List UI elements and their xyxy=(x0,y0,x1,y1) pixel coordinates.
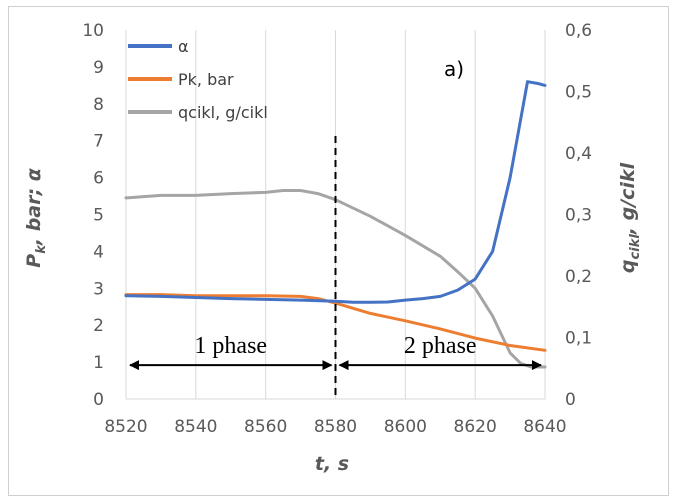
y-left-title-main: P xyxy=(23,254,45,268)
phase2-label: 2 phase xyxy=(404,333,477,359)
y-right-tick-label: 0,5 xyxy=(565,83,592,103)
y-right-tick-label: 0,6 xyxy=(565,21,592,41)
x-tick-label: 8520 xyxy=(104,417,147,437)
y-left-tick-label: 2 xyxy=(93,316,104,336)
x-tick-label: 8640 xyxy=(523,417,566,437)
y-left-tick-label: 8 xyxy=(93,95,104,115)
legend-label-qcikl: qcikl, g/cikl xyxy=(178,103,268,122)
y-right-title-sub: cikl xyxy=(628,234,643,260)
y-left-tick-label: 4 xyxy=(93,242,104,262)
x-tick-label: 8600 xyxy=(384,417,427,437)
y-left-tick-label: 10 xyxy=(82,21,104,41)
y-left-tick-label: 0 xyxy=(93,390,104,410)
y-left-tick-label: 5 xyxy=(93,206,104,226)
x-tick-label: 8540 xyxy=(174,417,217,437)
legend: α Pk, bar qcikl, g/cikl xyxy=(128,37,268,122)
x-tick-label: 8560 xyxy=(244,417,287,437)
annotations: 1 phase 2 phase xyxy=(129,136,542,399)
y-left-title-sub: k xyxy=(34,244,49,254)
y-left-tick-label: 6 xyxy=(93,169,104,189)
chart: 1 phase 2 phase 8520 8540 8560 8580 8600 8620 8… xyxy=(23,21,643,475)
y-left-tick-label: 1 xyxy=(93,353,104,373)
legend-label-alpha: α xyxy=(178,37,189,56)
y-right-title-main: q xyxy=(617,259,639,273)
x-tick-label: 8580 xyxy=(314,417,357,437)
y-left-title-rest: , bar; α xyxy=(23,167,45,246)
y-axis-left-title: Pk, bar; α xyxy=(23,167,49,267)
y-right-tick-label: 0,2 xyxy=(565,267,592,287)
y-axis-right-title: qcikl, g/cikl xyxy=(617,162,643,273)
ticks: 8520 8540 8560 8580 8600 8620 8640 0 1 2 3 4 5 6 7 8 9 10… xyxy=(82,21,592,437)
y-right-tick-label: 0,3 xyxy=(565,206,592,226)
y-right-tick-label: 0 xyxy=(565,390,576,410)
panel-label: a) xyxy=(444,57,464,81)
phase1-label: 1 phase xyxy=(194,333,267,359)
x-tick-label: 8620 xyxy=(454,417,497,437)
y-right-tick-label: 0,4 xyxy=(565,144,592,164)
y-left-tick-label: 9 xyxy=(93,58,104,78)
y-left-tick-label: 3 xyxy=(93,279,104,299)
series-qcikl-line xyxy=(124,189,547,369)
series-alpha-line xyxy=(124,80,547,304)
y-right-tick-label: 0,1 xyxy=(565,329,592,349)
legend-label-pk: Pk, bar xyxy=(178,70,234,89)
x-axis-title: t, s xyxy=(315,453,349,475)
y-left-tick-label: 7 xyxy=(93,132,104,152)
y-right-title-rest: , g/cikl xyxy=(617,162,639,235)
series-group xyxy=(124,80,547,369)
